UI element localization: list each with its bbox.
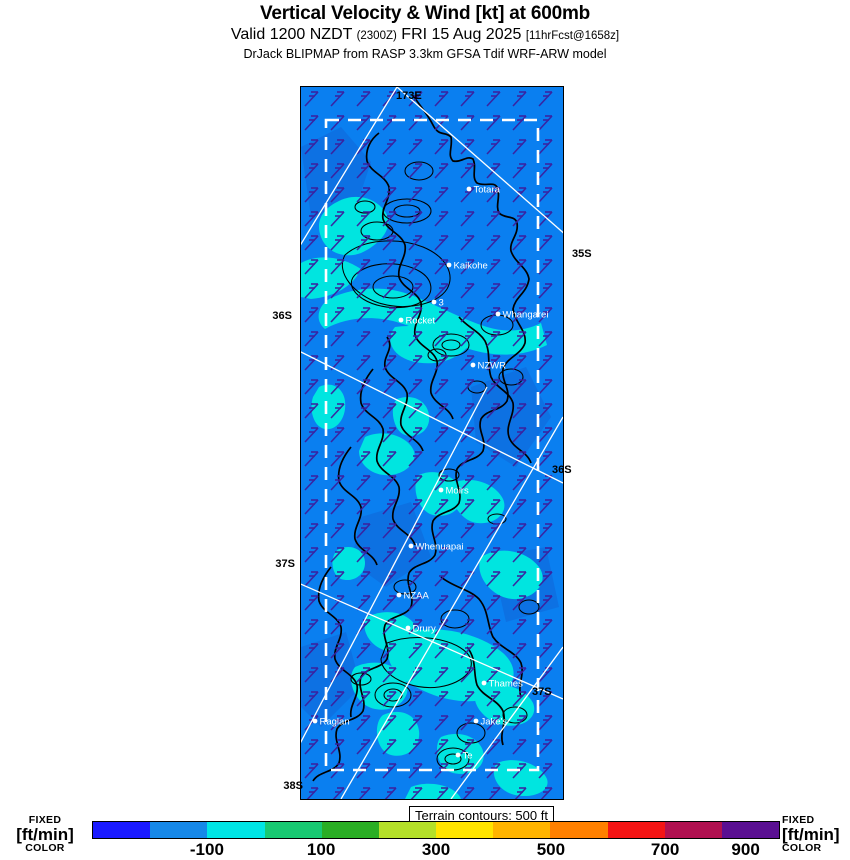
latlon-gridlines [301,87,563,799]
place-label: Kaikohe [454,260,488,271]
place-dot-icon [312,718,318,724]
colorbar-swatch-11 [721,822,780,838]
place-label: 3 [439,297,444,308]
colorbar-swatch-4 [321,822,379,838]
colorbar-right-units-label: [ft/min] [782,825,840,844]
place-dot-icon [470,362,476,368]
place-dot-icon [396,592,402,598]
place-dot-icon [405,625,411,631]
colorbar-swatch-0 [93,822,151,838]
place-label: Whenuapai [416,541,464,552]
colorbar-swatch-3 [264,822,322,838]
valid-time-prefix: Valid 1200 NZDT [230,26,353,43]
place-dot-icon [438,487,444,493]
colorbar-left-units-label: [ft/min] [16,825,74,844]
place-dot-icon [495,311,501,317]
place-label: Jake's [481,716,508,727]
place-label: Drury [413,623,436,634]
place-marker[interactable]: Rocket [398,315,436,326]
colorbar-right-legend: FIXED [ft/min] COLOR [782,815,850,854]
place-label: Te [463,750,473,761]
place-dot-icon [473,718,479,724]
place-marker[interactable]: Thames [481,678,524,689]
place-dot-icon [481,680,487,686]
colorbar-right-fixed-label: FIXED [782,814,815,826]
wind-barbs [301,87,563,799]
place-dot-icon [455,752,461,758]
place-marker[interactable]: Whenuapai [408,541,464,552]
place-dot-icon [446,262,452,268]
colorbar-tick--100: -100 [189,840,224,859]
place-marker[interactable]: Jake's [473,716,508,727]
domain-box [324,118,540,772]
latlon-tick-35S: 35S [572,248,592,260]
latlon-tick-37S: 37S [275,558,295,570]
colorbar-left-color-label: COLOR [25,842,65,854]
place-marker[interactable]: Totara [466,184,501,195]
page-title: Vertical Velocity & Wind [kt] at 600mb [259,3,591,24]
place-marker[interactable]: Moirs [438,485,469,496]
colorbar-tick-900: 900 [731,840,760,859]
place-label: Whangarei [503,309,549,320]
colorbar-swatch-1 [150,822,208,838]
colorbar-right-color-label: COLOR [782,842,822,854]
colorbar-swatch-8 [550,822,608,838]
colorbar-swatch-2 [207,822,265,838]
forecast-stamp: [11hrFcst@1658z] [525,30,620,42]
colorbar[interactable] [92,821,780,839]
latlon-tick-36S: 36S [272,310,292,322]
place-marker[interactable]: Whangarei [495,309,549,320]
place-dot-icon [408,543,414,549]
place-label: Raglan [320,716,350,727]
valid-time-line: Valid 1200 NZDT (2300Z) FRI 15 Aug 2025 … [0,25,850,46]
place-label: Rocket [406,315,436,326]
forecast-map[interactable]: Totara Kaikohe 3 Rocket Whangarei NZWR Moirs Wh… [300,86,564,800]
place-label: Thames [489,678,524,689]
place-label: Totara [474,184,501,195]
place-marker[interactable]: Kaikohe [446,260,488,271]
colorbar-tick-500: 500 [536,840,566,859]
colorbar-swatch-9 [607,822,665,838]
colorbar-swatch-7 [493,822,551,838]
colorbar-swatch-10 [664,822,722,838]
place-marker[interactable]: 3 [431,297,444,308]
place-dot-icon [431,299,437,305]
valid-time-utc: (2300Z) [356,30,397,42]
colorbar-left-legend: FIXED [ft/min] COLOR [6,815,84,854]
chart-header: Vertical Velocity & Wind [kt] at 600mb V… [0,0,850,62]
colorbar-tick-700: 700 [650,840,680,859]
place-marker[interactable]: Drury [405,623,436,634]
place-marker[interactable]: Raglan [312,716,350,727]
colorbar-swatch-5 [378,822,437,838]
model-description: DrJack BLIPMAP from RASP 3.3km GFSA Tdif… [243,47,607,61]
place-dot-icon [398,317,404,323]
place-dot-icon [466,186,472,192]
place-label: Moirs [446,485,469,496]
colorbar-tick-labels: -100 100 300 500 700 900 [92,840,780,860]
colorbar-tick-100: 100 [306,840,336,859]
place-marker[interactable]: NZAA [396,590,430,601]
valid-date: FRI 15 Aug 2025 [401,26,522,43]
colorbar-left-fixed-label: FIXED [28,814,62,826]
colorbar-swatch-6 [436,822,494,838]
place-marker[interactable]: Te [455,750,473,761]
place-label: NZAA [404,590,430,601]
colorbar-tick-300: 300 [421,840,451,859]
place-label: NZWR [478,360,507,371]
place-marker[interactable]: NZWR [470,360,507,371]
